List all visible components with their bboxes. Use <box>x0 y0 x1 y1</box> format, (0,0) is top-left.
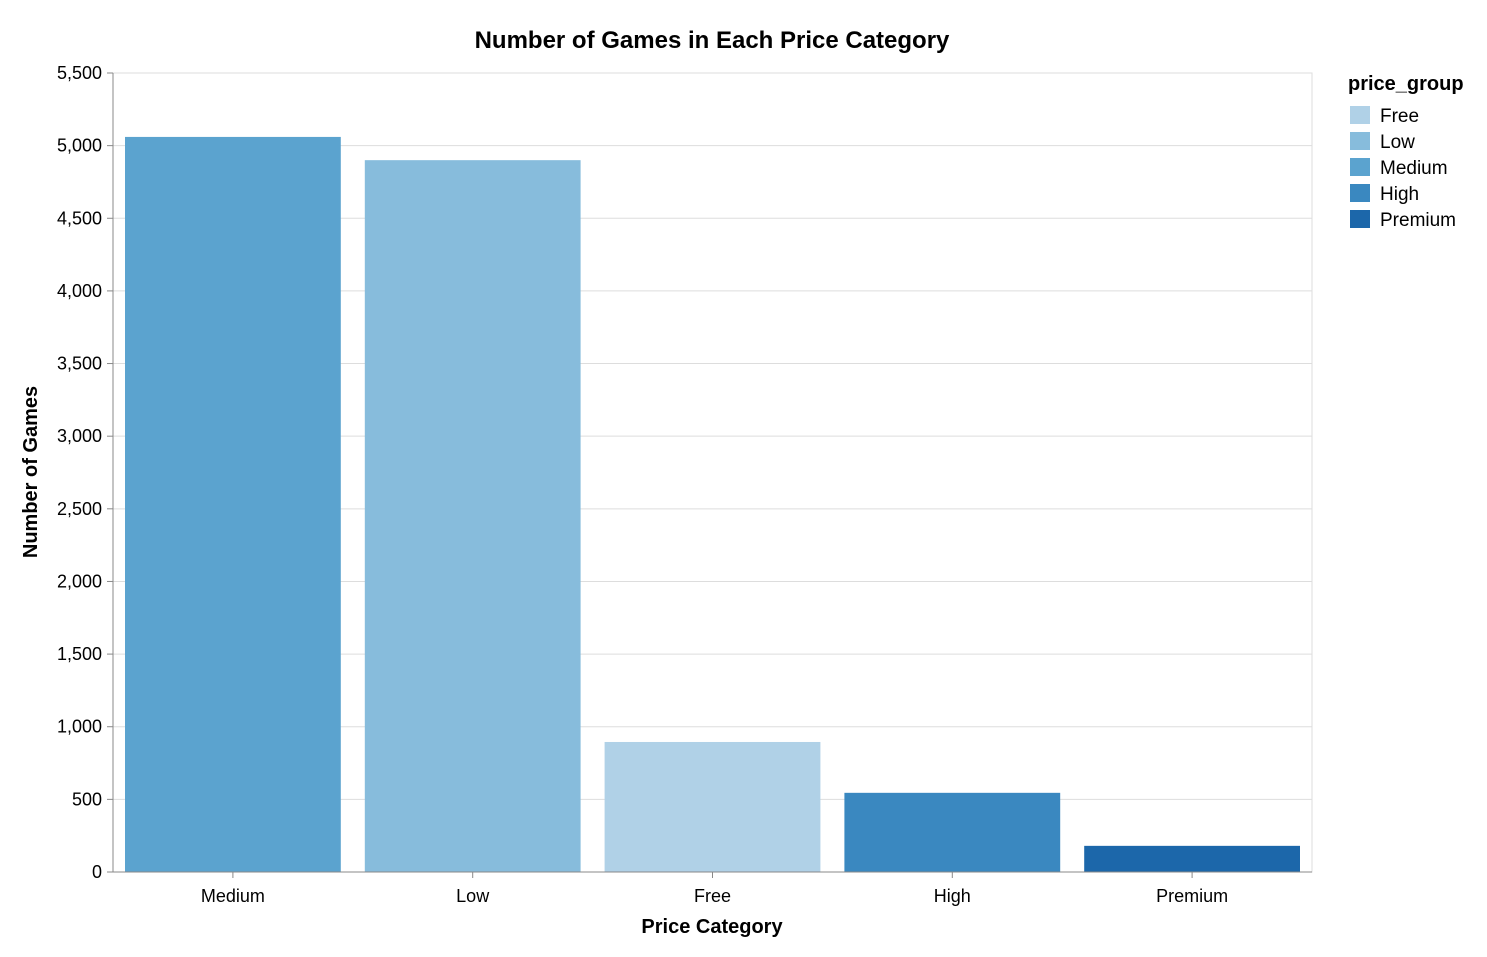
y-tick-label: 4,500 <box>57 208 102 228</box>
bar-free <box>604 741 821 872</box>
y-tick-label: 5,000 <box>57 136 102 156</box>
y-tick-label: 2,500 <box>57 499 102 519</box>
y-tick-label: 0 <box>92 862 102 882</box>
bar-high <box>844 792 1061 872</box>
y-tick-label: 5,500 <box>57 63 102 83</box>
x-axis-title: Price Category <box>641 916 783 938</box>
x-tick-label: Medium <box>201 886 265 906</box>
y-tick-label: 500 <box>72 789 102 809</box>
y-tick-label: 2,000 <box>57 571 102 591</box>
legend-label: Medium <box>1380 158 1448 179</box>
legend-title: price_group <box>1348 73 1464 95</box>
legend-swatch-high <box>1350 184 1370 202</box>
x-tick-label: Low <box>456 886 490 906</box>
legend-swatch-low <box>1350 132 1370 150</box>
x-tick-label: Free <box>694 886 731 906</box>
axes: 0 500 1,000 1,500 2,000 2,500 3,000 3,500 4,000 4… <box>57 63 1312 906</box>
legend-swatch-premium <box>1350 210 1370 228</box>
legend-label: Free <box>1380 106 1419 127</box>
legend-label: Low <box>1380 132 1415 153</box>
bar-medium <box>125 136 341 873</box>
y-tick-label: 1,000 <box>57 717 102 737</box>
legend-swatch-free <box>1350 106 1370 124</box>
legend-label: High <box>1380 184 1419 205</box>
y-tick-label: 1,500 <box>57 644 102 664</box>
bar-low <box>364 160 581 872</box>
y-axis-title: Number of Games <box>20 386 42 558</box>
y-tick-label: 4,000 <box>57 281 102 301</box>
legend: price_group Free Low Medium High Premium <box>1348 73 1464 231</box>
chart-title: Number of Games in Each Price Category <box>475 27 950 54</box>
bar-premium <box>1084 845 1300 872</box>
x-tick-label: High <box>934 886 971 906</box>
legend-swatch-medium <box>1350 158 1370 176</box>
y-tick-label: 3,500 <box>57 354 102 374</box>
bars <box>125 136 1300 873</box>
y-tick-label: 3,000 <box>57 426 102 446</box>
legend-label: Premium <box>1380 210 1456 231</box>
x-tick-label: Premium <box>1156 886 1228 906</box>
